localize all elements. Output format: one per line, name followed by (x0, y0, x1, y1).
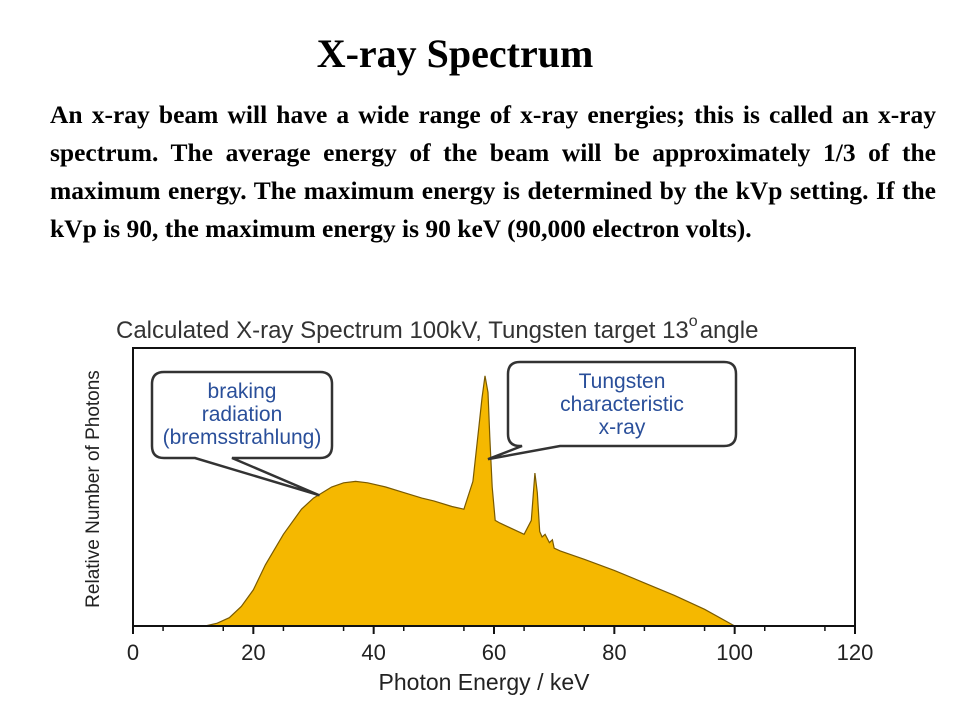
xray-spectrum-chart: Calculated X-ray Spectrum 100kV, Tungste… (83, 313, 874, 695)
x-tick-label-80: 80 (602, 640, 626, 665)
slide-title: X-ray Spectrum (316, 31, 594, 76)
callout-braking-line-0: braking (208, 380, 277, 403)
callout-tungsten-line-2: x-ray (599, 416, 646, 439)
chart-title: Calculated X-ray Spectrum 100kV, Tungste… (116, 313, 758, 344)
chart-title-main: Calculated X-ray Spectrum 100kV, Tungste… (116, 317, 689, 344)
callout-tungsten-line-1: characteristic (560, 393, 684, 416)
callout-tungsten-line-0: Tungsten (579, 370, 666, 393)
y-axis-label: Relative Number of Photons (83, 370, 104, 608)
callout-braking (150, 370, 334, 497)
callout-braking-line-1: radiation (202, 403, 283, 426)
x-tick-label-0: 0 (127, 640, 139, 665)
x-tick-label-120: 120 (837, 640, 874, 665)
x-tick-label-40: 40 (361, 640, 385, 665)
body-paragraph: An x-ray beam will have a wide range of … (50, 100, 936, 243)
x-tick-label-20: 20 (241, 640, 265, 665)
x-axis-label: Photon Energy / keV (379, 669, 591, 695)
chart-title-suffix: angle (700, 317, 759, 344)
callout-tungsten (487, 360, 738, 461)
spectrum-area-0 (205, 375, 738, 627)
x-tick-label-60: 60 (482, 640, 506, 665)
chart-title-degree: o (689, 313, 698, 330)
plot-area: 0 20 40 60 80 100 120 Photon Energy / keV Relati… (83, 347, 874, 695)
callout-braking-line-2: (bremsstrahlung) (163, 426, 322, 449)
x-tick-label-100: 100 (716, 640, 753, 665)
